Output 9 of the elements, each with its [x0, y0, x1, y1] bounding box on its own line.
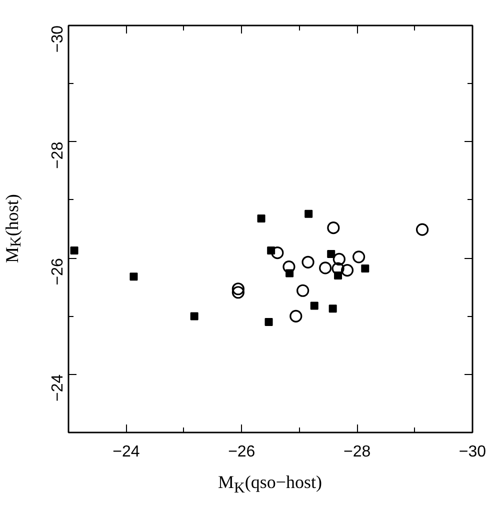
y-tick-label: −26 — [50, 258, 66, 286]
x-tick-label: −24 — [112, 444, 140, 460]
x-axis-title: M$_{K}$(qso−host) — [218, 471, 322, 499]
x-tick-label: −28 — [344, 444, 371, 460]
y-tick-label: −28 — [50, 142, 66, 169]
y-tick-label: −30 — [50, 25, 66, 53]
y-tick-label: −24 — [50, 374, 66, 402]
x-tick-label: −30 — [458, 444, 486, 460]
x-tick-label: −26 — [228, 444, 256, 460]
